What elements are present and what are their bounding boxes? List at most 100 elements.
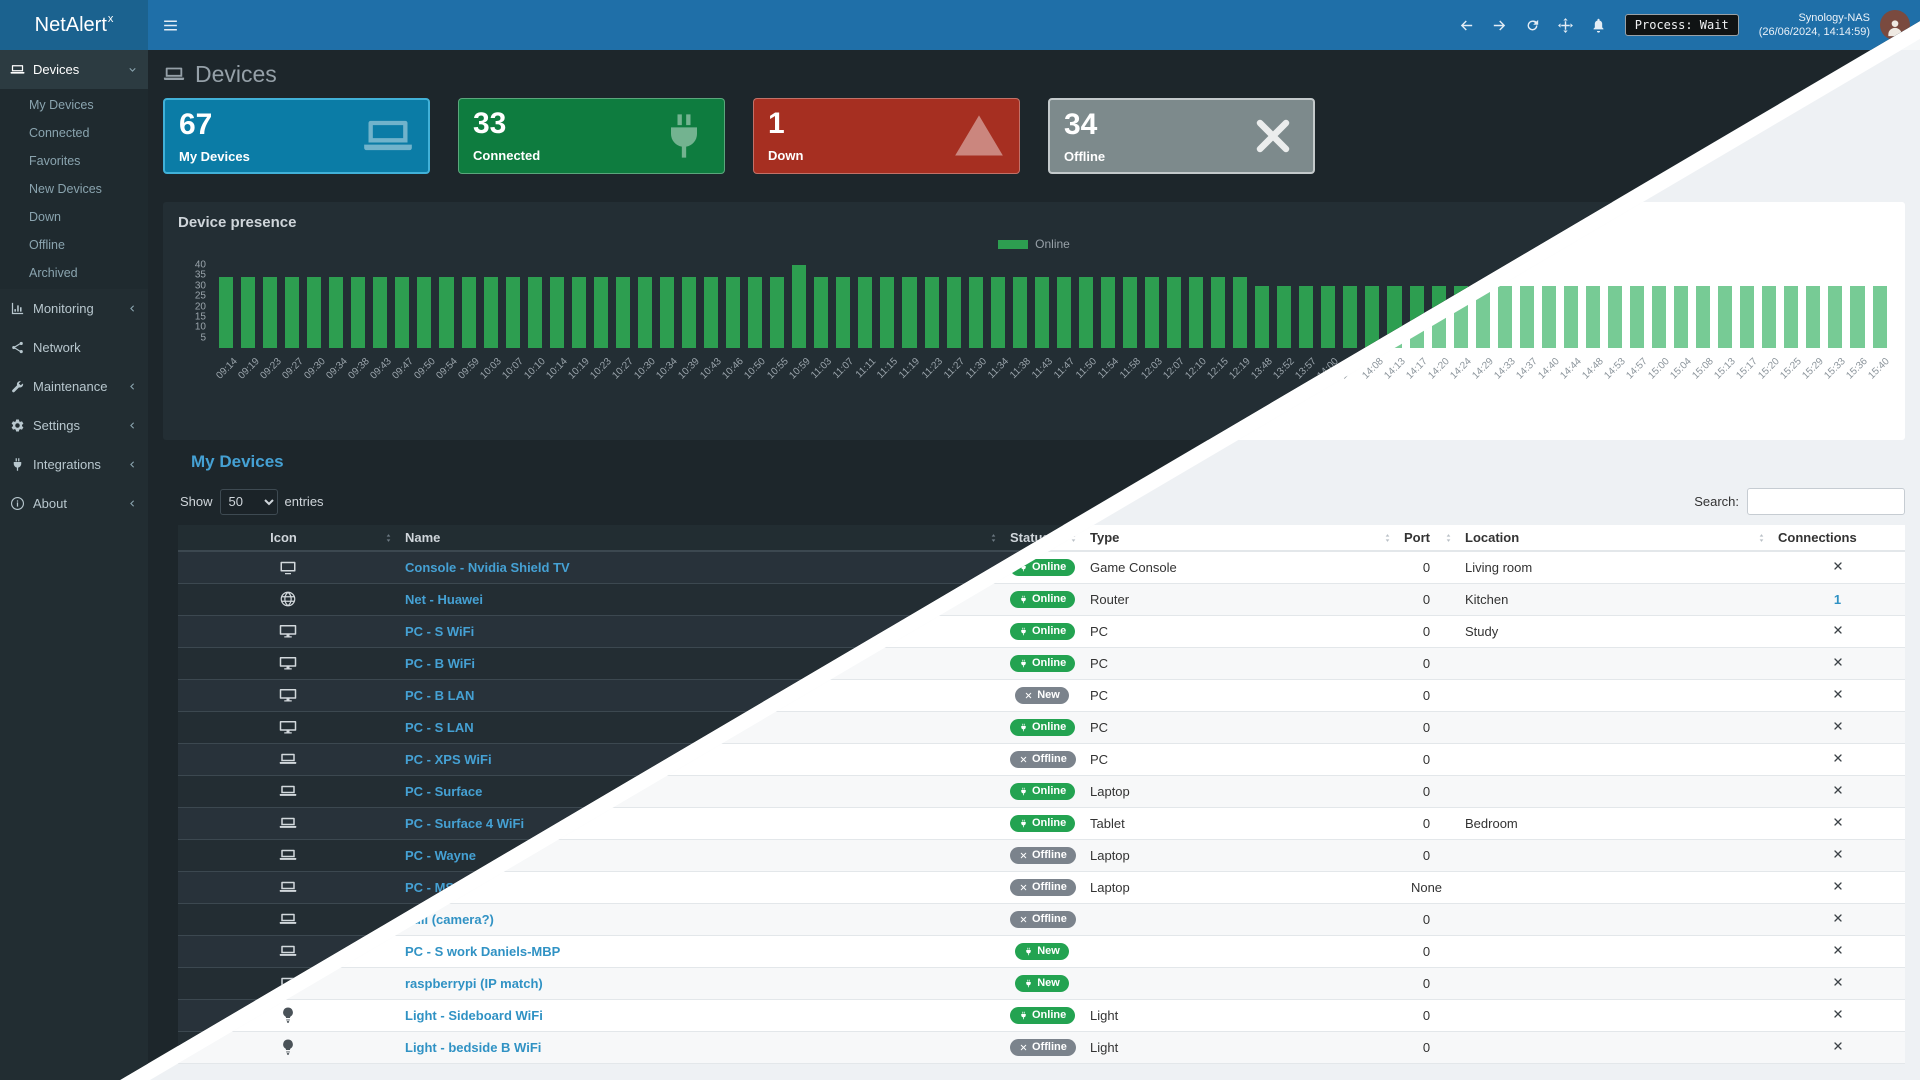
device-name-link[interactable]: PC - Wayne xyxy=(405,847,477,863)
column-header-port[interactable]: Port xyxy=(1396,525,1457,552)
device-name-cell: PC - MSI xyxy=(397,871,1002,904)
status-badge-label: Online xyxy=(1032,656,1067,669)
notifications-button[interactable] xyxy=(1582,0,1615,50)
sidebar-item-maintenance[interactable]: Maintenance xyxy=(0,367,148,406)
chart-icon xyxy=(10,301,25,316)
device-type-cell xyxy=(1082,935,1396,968)
device-port-cell: 0 xyxy=(1396,583,1457,616)
x-axis-tick: 11:38 xyxy=(1007,356,1033,381)
chart-bar xyxy=(571,277,586,348)
sidebar-item-monitoring[interactable]: Monitoring xyxy=(0,289,148,328)
status-badge-label: Offline xyxy=(1032,1040,1067,1053)
device-icon-cell xyxy=(178,903,397,936)
device-name-link[interactable]: Light - bedside B WiFi xyxy=(405,1039,542,1055)
device-icon-cell xyxy=(178,615,397,648)
sidebar-item-down[interactable]: Down xyxy=(29,210,61,224)
chart-bar xyxy=(681,277,697,348)
sidebar-item-connected[interactable]: Connected xyxy=(29,126,90,140)
device-name-link[interactable]: PC - S LAN xyxy=(405,719,474,735)
device-name-link[interactable]: PC - MSI xyxy=(405,879,458,895)
process-status-badge[interactable]: Process: Wait xyxy=(1624,14,1739,36)
sidebar-item-label: Integrations xyxy=(33,457,101,472)
refresh-button[interactable] xyxy=(1516,0,1549,50)
device-name-cell: Net - Huawei xyxy=(397,583,1002,616)
x-axis-tick: 14:48 xyxy=(1580,356,1606,382)
device-port-cell: 0 xyxy=(1396,551,1457,584)
x-axis-tick: 15:29 xyxy=(1800,356,1827,382)
x-axis-tick: 11:23 xyxy=(919,356,945,381)
device-name-link[interactable]: raspberrypi (IP match) xyxy=(405,975,543,991)
column-header-icon[interactable]: Icon xyxy=(178,525,397,552)
move-button[interactable] xyxy=(1549,0,1582,50)
stat-card-offline[interactable]: 34 Offline xyxy=(1048,98,1315,174)
stat-card-my-devices[interactable]: 67 My Devices xyxy=(163,98,430,174)
device-type-cell: PC xyxy=(1082,615,1396,648)
column-header-location[interactable]: Location xyxy=(1457,525,1770,552)
nav-back-button[interactable] xyxy=(1450,0,1483,50)
x-axis-tick: 15:33 xyxy=(1822,356,1849,382)
sidebar-item-settings[interactable]: Settings xyxy=(0,406,148,445)
sort-icon xyxy=(1756,532,1767,543)
device-connections-cell xyxy=(1770,903,1905,936)
device-status-cell: Online xyxy=(1002,711,1082,744)
column-header-type[interactable]: Type xyxy=(1082,525,1396,552)
sidebar-item-offline[interactable]: Offline xyxy=(29,238,65,252)
device-location-cell xyxy=(1457,679,1770,712)
sidebar-item-integrations[interactable]: Integrations xyxy=(0,445,148,484)
device-name-link[interactable]: PC - S work Daniels-MBP xyxy=(405,943,561,959)
device-connections-cell: 1 xyxy=(1770,583,1905,616)
device-port-cell: 0 xyxy=(1396,647,1457,680)
device-name-link[interactable]: PC - B WiFi xyxy=(405,655,475,671)
user-avatar[interactable] xyxy=(1880,10,1910,40)
search-input[interactable] xyxy=(1747,488,1905,515)
status-badge: Offline xyxy=(1010,878,1076,896)
sidebar-item-new-devices[interactable]: New Devices xyxy=(29,182,102,196)
x-icon xyxy=(1832,912,1844,924)
status-badge: Online xyxy=(1010,622,1076,640)
entries-select[interactable]: 50 xyxy=(219,488,278,515)
device-name-link[interactable]: PC - B LAN xyxy=(405,687,475,703)
device-location-cell xyxy=(1457,711,1770,744)
stat-card-down[interactable]: 1 Down xyxy=(753,98,1020,174)
device-port-cell: 0 xyxy=(1396,999,1457,1032)
status-badge: Online xyxy=(1010,590,1076,608)
sidebar-toggle-button[interactable] xyxy=(148,0,192,50)
sidebar-item-devices[interactable]: Devices xyxy=(0,50,148,89)
warning-icon xyxy=(953,110,1005,162)
sidebar-item-archived[interactable]: Archived xyxy=(29,266,78,280)
device-name-link[interactable]: PC - Surface 4 WiFi xyxy=(405,815,525,831)
x-axis-tick: 10:27 xyxy=(610,356,637,382)
x-axis-tick: 11:43 xyxy=(1029,356,1055,381)
sidebar-item-my-devices[interactable]: My Devices xyxy=(29,98,94,112)
sidebar-item-network[interactable]: Network xyxy=(0,328,148,367)
chart-bar xyxy=(417,277,432,348)
chart-bar xyxy=(858,277,873,348)
x-axis-tick: 10:59 xyxy=(786,356,813,382)
sidebar-item-favorites[interactable]: Favorites xyxy=(29,154,81,168)
device-name-link[interactable]: PC - XPS WiFi xyxy=(405,751,492,767)
column-header-connections[interactable]: Connections xyxy=(1770,525,1905,552)
device-name-link[interactable]: PC - Surface xyxy=(405,783,483,799)
chart-bar xyxy=(1321,285,1336,348)
device-name-link[interactable]: Net - Huawei xyxy=(405,591,484,607)
stat-label: Down xyxy=(768,148,804,163)
device-status-cell: Offline xyxy=(1002,1031,1082,1064)
x-axis-tick: 09:19 xyxy=(235,356,262,382)
sidebar-item-about[interactable]: About xyxy=(0,484,148,523)
display-icon xyxy=(279,622,297,640)
device-icon-cell xyxy=(178,871,397,904)
device-name-link[interactable]: null (camera?) xyxy=(405,911,494,927)
chart-bar xyxy=(549,277,564,348)
stat-card-connected[interactable]: 33 Connected xyxy=(458,98,725,174)
x-axis-tick: 14:44 xyxy=(1558,356,1584,382)
column-header-name[interactable]: Name xyxy=(397,525,1002,552)
device-name-link[interactable]: PC - S WiFi xyxy=(405,623,475,639)
connections-count-link[interactable]: 1 xyxy=(1833,591,1842,607)
nav-forward-button[interactable] xyxy=(1483,0,1516,50)
device-name-link[interactable]: Console - Nvidia Shield TV xyxy=(405,559,570,575)
device-icon-cell xyxy=(178,1031,397,1064)
device-name-link[interactable]: Light - Sideboard WiFi xyxy=(405,1007,543,1023)
chart-bar xyxy=(1762,285,1777,348)
